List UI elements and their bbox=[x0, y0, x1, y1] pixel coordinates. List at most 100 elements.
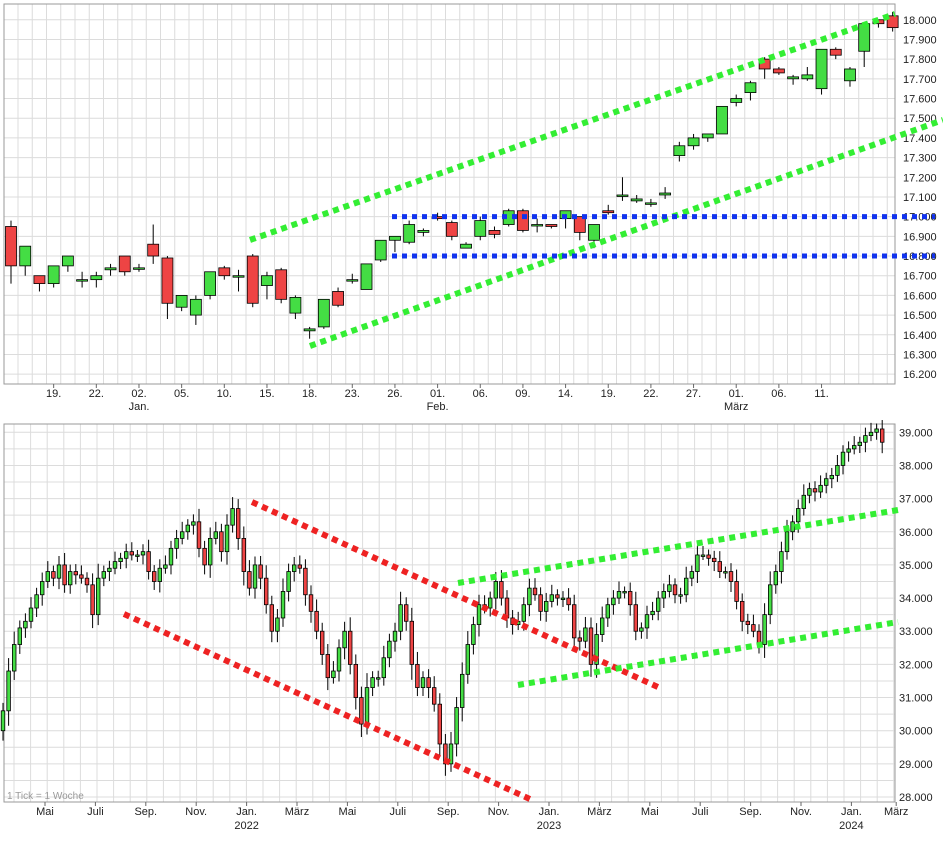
x-tick-label: 19. bbox=[601, 388, 616, 400]
candle-body bbox=[650, 610, 655, 616]
y-tick-label: 32.000 bbox=[899, 659, 933, 671]
candle-body bbox=[772, 68, 785, 74]
candle-body bbox=[107, 567, 112, 572]
candle-body bbox=[202, 547, 207, 566]
candle-body bbox=[415, 663, 420, 689]
candle-body bbox=[588, 627, 594, 665]
candle-body bbox=[459, 673, 465, 708]
candle-body bbox=[319, 630, 325, 655]
candle-body bbox=[790, 521, 795, 533]
candle-body bbox=[90, 275, 103, 281]
x-tick-label: 01. bbox=[430, 388, 445, 400]
candle-body bbox=[101, 571, 106, 579]
candle-body bbox=[314, 610, 319, 632]
candle-body bbox=[247, 571, 252, 589]
tick-note: 1 Tick = 1 Woche bbox=[7, 791, 84, 802]
candle-body bbox=[818, 484, 823, 493]
candle-body bbox=[303, 328, 316, 332]
candle-body bbox=[19, 245, 32, 267]
plot-frame bbox=[3, 423, 896, 803]
candle-body bbox=[768, 584, 773, 616]
candle-body bbox=[185, 524, 190, 533]
x-tick-label: Jan. bbox=[236, 806, 257, 818]
falling-channel-upper-line bbox=[250, 499, 662, 691]
candle-body bbox=[332, 291, 344, 306]
candle-body bbox=[758, 58, 771, 70]
y-tick-label: 18.000 bbox=[903, 15, 937, 27]
candle-body bbox=[269, 604, 274, 632]
candle-body bbox=[28, 607, 34, 622]
candle-body bbox=[815, 48, 828, 90]
candle-body bbox=[151, 571, 157, 582]
candle-body bbox=[487, 597, 493, 609]
candle-body bbox=[773, 571, 778, 586]
candle-body bbox=[527, 587, 532, 606]
candle-body bbox=[689, 571, 694, 579]
candle-body bbox=[549, 594, 554, 602]
candle-body bbox=[594, 634, 599, 665]
x-tick-sublabel: März bbox=[724, 401, 748, 413]
y-tick-label: 17.600 bbox=[903, 94, 937, 106]
candle-body bbox=[246, 255, 259, 304]
y-tick-label: 17.400 bbox=[903, 133, 937, 145]
candle-body bbox=[359, 697, 364, 725]
candle-body bbox=[196, 521, 202, 549]
candle-body bbox=[796, 508, 801, 523]
candle-body bbox=[602, 210, 615, 214]
candle-body bbox=[275, 617, 280, 632]
candle-body bbox=[17, 627, 22, 645]
candle-body bbox=[34, 594, 39, 609]
y-tick-label: 28.000 bbox=[899, 792, 933, 804]
candle-body bbox=[45, 571, 50, 582]
x-tick-label: Juli bbox=[390, 806, 407, 818]
y-tick-label: 36.000 bbox=[899, 527, 933, 539]
candle-body bbox=[179, 531, 185, 539]
candle-body bbox=[829, 474, 834, 480]
candle-body bbox=[874, 428, 879, 433]
candle-body bbox=[824, 478, 829, 486]
x-tick-label: Mai bbox=[36, 806, 54, 818]
candle-body bbox=[163, 564, 168, 569]
candle-body bbox=[448, 743, 454, 765]
y-tick-label: 30.000 bbox=[899, 726, 933, 738]
candle-body bbox=[572, 604, 577, 639]
x-tick-label: 01. bbox=[729, 388, 744, 400]
candle-body bbox=[645, 202, 657, 205]
x-tick-label: März bbox=[884, 806, 908, 818]
candle-body bbox=[762, 614, 767, 645]
candle-body bbox=[118, 255, 131, 273]
candle-body bbox=[133, 267, 145, 270]
candle-body bbox=[868, 431, 874, 437]
y-tick-label: 17.000 bbox=[903, 212, 937, 224]
x-tick-label: Nov. bbox=[185, 806, 207, 818]
y-tick-label: 17.200 bbox=[903, 172, 937, 184]
x-tick-sublabel: 2022 bbox=[234, 820, 258, 832]
x-tick-sublabel: 2024 bbox=[839, 820, 863, 832]
candle-body bbox=[235, 508, 241, 539]
candle-body bbox=[174, 537, 179, 549]
x-tick-label: Jan. bbox=[539, 806, 560, 818]
candle-body bbox=[588, 224, 600, 241]
candle-body bbox=[801, 74, 814, 80]
candle-body bbox=[661, 591, 666, 599]
candle-body bbox=[460, 243, 472, 249]
candle-body bbox=[672, 584, 678, 596]
candle-body bbox=[560, 597, 566, 600]
candle-body bbox=[84, 577, 90, 586]
candle-body bbox=[168, 547, 174, 566]
candle-body bbox=[555, 594, 560, 599]
x-tick-label: Juli bbox=[87, 806, 104, 818]
candle-body bbox=[628, 591, 633, 606]
candle-body bbox=[33, 275, 46, 284]
candle-body bbox=[175, 294, 188, 308]
candle-body bbox=[600, 617, 605, 635]
candle-body bbox=[659, 192, 672, 196]
candle-body bbox=[583, 627, 588, 642]
candle-body bbox=[232, 275, 245, 278]
candle-body bbox=[840, 451, 846, 466]
candle-body bbox=[409, 620, 414, 665]
x-tick-label: 14. bbox=[558, 388, 573, 400]
candle-body bbox=[667, 584, 672, 592]
candle-body bbox=[678, 594, 683, 597]
